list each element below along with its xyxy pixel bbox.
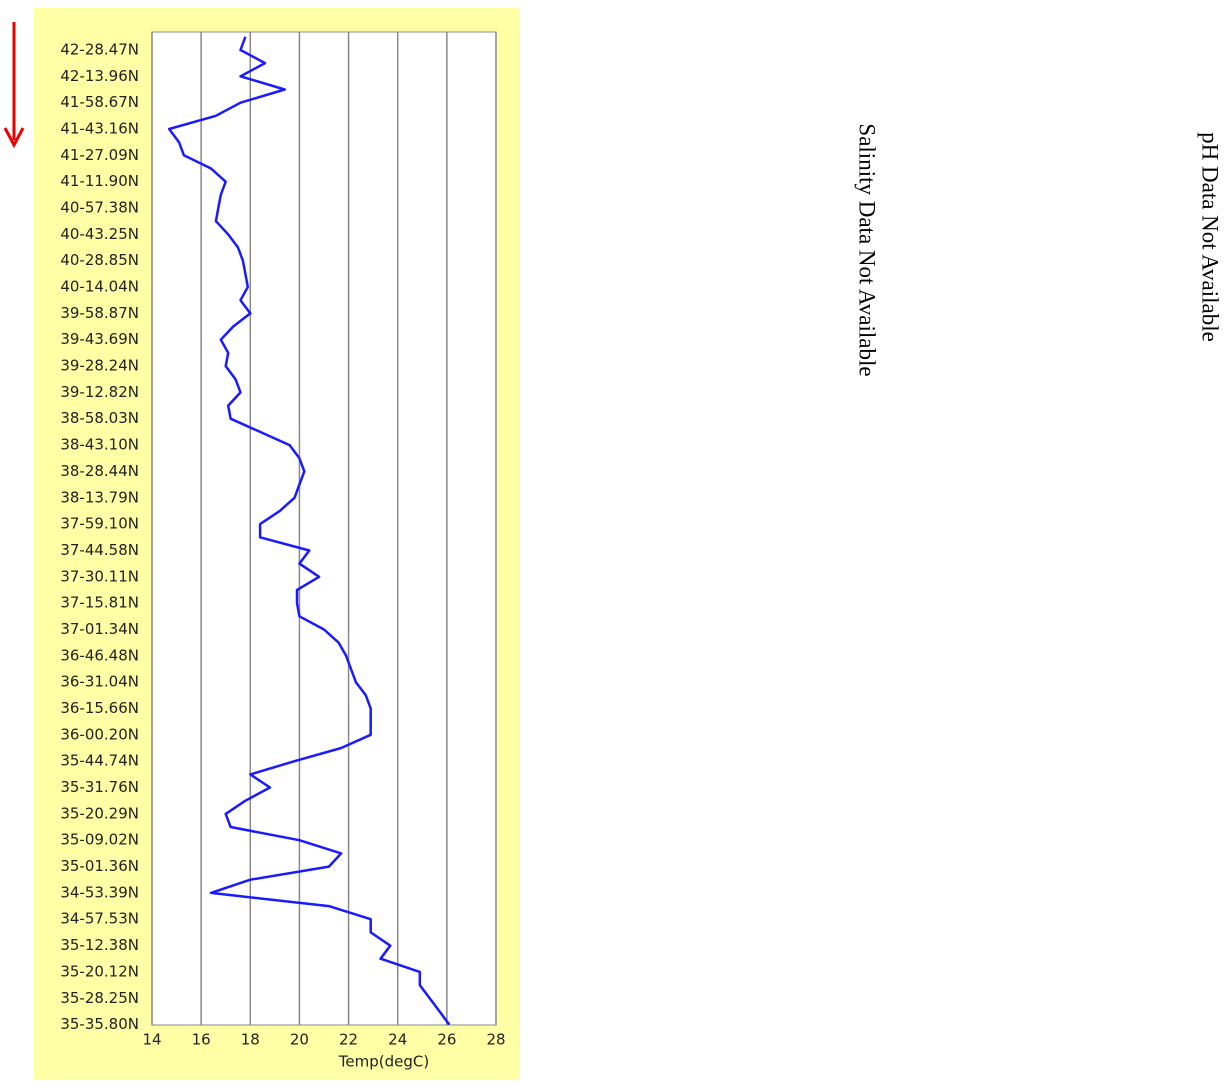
y-tick-label: 36-00.20N (60, 725, 139, 743)
y-tick-label: 38-28.44N (60, 462, 139, 480)
x-tick-label: 22 (339, 1031, 358, 1049)
data-line (167, 36, 451, 1026)
y-tick-label: 35-01.36N (60, 857, 139, 875)
y-tick-label: 41-58.67N (60, 93, 139, 111)
y-tick-label: 40-28.85N (60, 251, 139, 269)
y-tick-label: 37-15.81N (60, 594, 139, 612)
y-tick-label: 35-31.76N (60, 778, 139, 796)
x-tick-label: 28 (486, 1031, 505, 1049)
y-tick-label: 38-58.03N (60, 409, 139, 427)
y-tick-label: 35-09.02N (60, 831, 139, 849)
y-tick-label: 39-12.82N (60, 383, 139, 401)
y-tick-label: 41-43.16N (60, 119, 139, 137)
y-tick-label: 42-28.47N (60, 40, 139, 58)
y-tick-label: 34-57.53N (60, 910, 139, 928)
direction-arrow (3, 22, 25, 149)
y-tick-label: 40-43.25N (60, 225, 139, 243)
plot-area (151, 31, 497, 1026)
x-tick-label: 16 (192, 1031, 211, 1049)
y-tick-label: 34-53.39N (60, 883, 139, 901)
y-tick-label: 37-30.11N (60, 567, 139, 585)
y-tick-label: 35-44.74N (60, 752, 139, 770)
annotation: Salinity Data Not Available (855, 123, 880, 376)
y-tick-label: 39-28.24N (60, 357, 139, 375)
y-tick-label: 35-20.29N (60, 804, 139, 822)
y-tick-label: 42-13.96N (60, 67, 139, 85)
x-tick-label: 20 (290, 1031, 309, 1049)
y-tick-label: 41-11.90N (60, 172, 139, 190)
x-tick-label: 24 (388, 1031, 407, 1049)
y-tick-label: 40-14.04N (60, 278, 139, 296)
x-tick-label: 14 (142, 1031, 161, 1049)
y-tick-label: 36-31.04N (60, 673, 139, 691)
y-tick-label: 35-28.25N (60, 989, 139, 1007)
y-tick-label: 35-12.38N (60, 936, 139, 954)
y-tick-label: 37-44.58N (60, 541, 139, 559)
y-tick-label: 35-35.80N (60, 1015, 139, 1033)
y-tick-label: 40-57.38N (60, 199, 139, 217)
y-tick-label: 38-43.10N (60, 436, 139, 454)
y-tick-label: 35-20.12N (60, 962, 139, 980)
y-tick-label: 39-58.87N (60, 304, 139, 322)
y-tick-label: 37-59.10N (60, 515, 139, 533)
x-axis-label: Temp(degC) (338, 1053, 429, 1071)
x-tick-label: 26 (437, 1031, 456, 1049)
y-tick-label: 41-27.09N (60, 146, 139, 164)
y-tick-label: 39-43.69N (60, 330, 139, 348)
y-tick-label: 36-46.48N (60, 646, 139, 664)
y-tick-label: 38-13.79N (60, 488, 139, 506)
x-tick-label: 18 (241, 1031, 260, 1049)
y-tick-label: 36-15.66N (60, 699, 139, 717)
y-tick-label: 37-01.34N (60, 620, 139, 638)
annotation: pH Data Not Available (1198, 132, 1223, 342)
